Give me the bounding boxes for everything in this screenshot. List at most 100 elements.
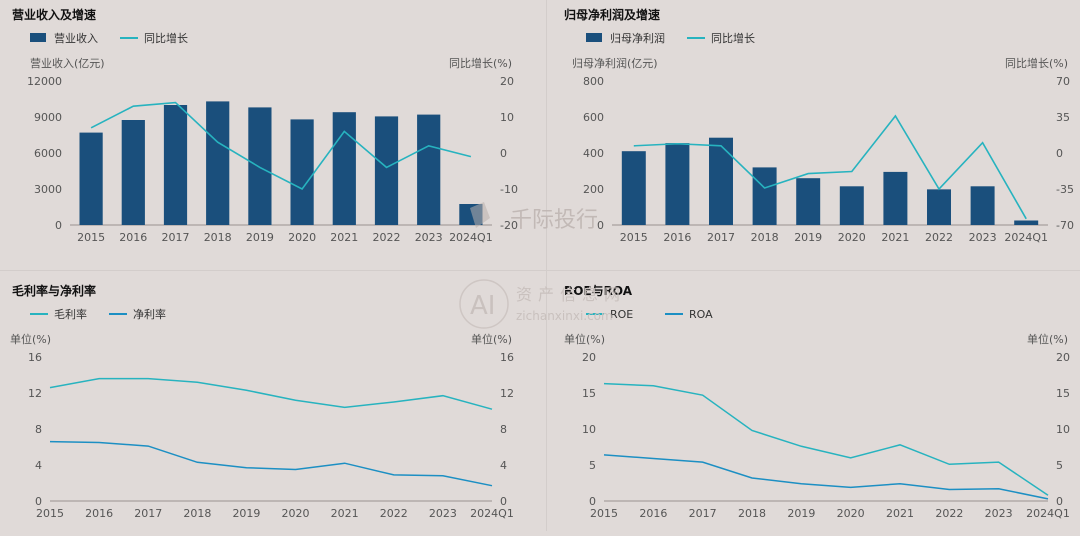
x-tick-label: 2015 [590, 507, 618, 520]
x-tick-label: 2023 [985, 507, 1013, 520]
x-tick-label: 2020 [838, 231, 866, 244]
y-tick-left: 15 [582, 387, 596, 400]
revenue-chart: 营业收入及增速营业收入同比增长营业收入(亿元)同比增长(%)0-203000-1… [0, 0, 540, 265]
y-tick-right: -20 [500, 219, 518, 232]
y-tick-right: -70 [1056, 219, 1074, 232]
bar-2016 [122, 120, 145, 225]
x-tick-label: 2016 [119, 231, 147, 244]
x-tick-label: 2021 [331, 507, 359, 520]
bar-2018 [753, 167, 777, 225]
y-tick-right: 10 [500, 111, 514, 124]
y-tick-right: 70 [1056, 75, 1070, 88]
bar-2021 [883, 172, 907, 225]
bar-2023 [971, 186, 995, 225]
x-tick-label: 2018 [738, 507, 766, 520]
y-tick-left: 200 [583, 183, 604, 196]
x-tick-label: 2017 [689, 507, 717, 520]
legend-label: 归母净利润 [610, 31, 665, 45]
series-line-毛利率 [50, 379, 492, 410]
legend-label: 同比增长 [144, 31, 188, 45]
x-tick-label: 2021 [330, 231, 358, 244]
y-axis-left-label: 单位(%) [10, 332, 51, 346]
x-tick-label: 2022 [925, 231, 953, 244]
y-tick-right: 20 [500, 75, 514, 88]
x-tick-label: 2016 [639, 507, 667, 520]
bar-2024Q1 [1014, 221, 1038, 226]
x-tick-label: 2016 [663, 231, 691, 244]
y-tick-left: 12000 [27, 75, 62, 88]
bar-2022 [375, 116, 398, 225]
y-tick-right: -35 [1056, 183, 1074, 196]
bar-2019 [796, 178, 820, 225]
x-tick-label: 2017 [707, 231, 735, 244]
x-tick-label: 2019 [787, 507, 815, 520]
bar-2021 [333, 112, 356, 225]
x-tick-label: 2022 [373, 231, 401, 244]
bar-2020 [290, 119, 313, 225]
chart-title: ROE与ROA [564, 284, 633, 298]
y-tick-left: 8 [35, 423, 42, 436]
y-tick-left: 4 [35, 459, 42, 472]
y-axis-right-label: 同比增长(%) [1005, 56, 1068, 70]
y-axis-left-label: 归母净利润(亿元) [572, 56, 658, 70]
bar-2024Q1 [459, 204, 482, 225]
chart-title: 归母净利润及增速 [564, 7, 660, 22]
series-line-ROA [604, 455, 1048, 499]
bar-2015 [79, 133, 102, 225]
horizontal-divider [0, 270, 1080, 271]
bar-2020 [840, 186, 864, 225]
chart-title: 毛利率与净利率 [12, 283, 96, 298]
y-axis-left-label: 单位(%) [564, 332, 605, 346]
x-tick-label: 2020 [282, 507, 310, 520]
y-tick-left: 0 [597, 219, 604, 232]
y-tick-right: 8 [500, 423, 507, 436]
x-tick-label: 2024Q1 [449, 231, 493, 244]
y-tick-right: 5 [1056, 459, 1063, 472]
x-tick-label: 2019 [232, 507, 260, 520]
x-tick-label: 2015 [77, 231, 105, 244]
x-tick-label: 2023 [429, 507, 457, 520]
bar-2022 [927, 189, 951, 225]
legend-bar-swatch [586, 33, 602, 42]
y-tick-right: 20 [1056, 351, 1070, 364]
y-tick-left: 6000 [34, 147, 62, 160]
x-tick-label: 2024Q1 [1004, 231, 1048, 244]
x-tick-label: 2023 [415, 231, 443, 244]
y-tick-left: 16 [28, 351, 42, 364]
x-tick-label: 2018 [183, 507, 211, 520]
bar-2018 [206, 101, 229, 225]
growth-line [634, 116, 1026, 219]
x-tick-label: 2022 [380, 507, 408, 520]
y-tick-left: 3000 [34, 183, 62, 196]
bar-2019 [248, 107, 271, 225]
x-tick-label: 2019 [246, 231, 274, 244]
x-tick-label: 2018 [204, 231, 232, 244]
y-tick-right: 12 [500, 387, 514, 400]
legend-label: 同比增长 [711, 31, 755, 45]
legend-label: 净利率 [133, 307, 166, 321]
y-tick-right: 4 [500, 459, 507, 472]
x-tick-label: 2022 [935, 507, 963, 520]
series-line-净利率 [50, 442, 492, 486]
x-tick-label: 2020 [288, 231, 316, 244]
y-tick-left: 10 [582, 423, 596, 436]
chart-title: 营业收入及增速 [12, 7, 96, 22]
x-tick-label: 2015 [36, 507, 64, 520]
x-tick-label: 2021 [886, 507, 914, 520]
y-tick-left: 0 [55, 219, 62, 232]
x-tick-label: 2015 [620, 231, 648, 244]
y-axis-right-label: 同比增长(%) [449, 56, 512, 70]
x-tick-label: 2017 [162, 231, 190, 244]
bar-2016 [665, 143, 689, 225]
y-tick-right: 35 [1056, 111, 1070, 124]
bar-2023 [417, 115, 440, 225]
x-tick-label: 2019 [794, 231, 822, 244]
x-tick-label: 2021 [881, 231, 909, 244]
series-line-ROE [604, 384, 1048, 496]
